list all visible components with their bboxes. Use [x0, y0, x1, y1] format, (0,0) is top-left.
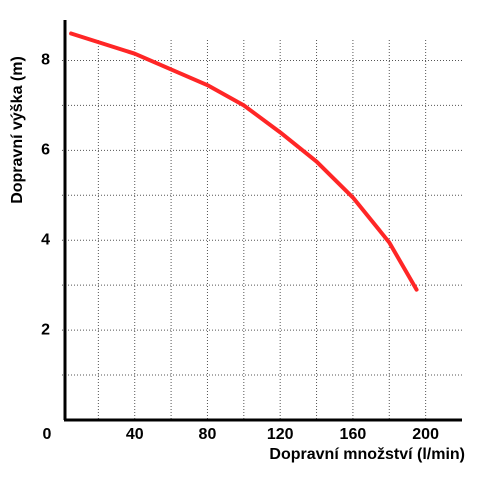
- x-tick-label: 0: [43, 426, 52, 443]
- x-axis-label: Dopravní množství (l/min): [269, 446, 465, 463]
- y-axis-label: Dopravní výška (m): [9, 56, 26, 204]
- y-tick-label: 8: [41, 52, 50, 69]
- x-tick-label: 160: [340, 426, 367, 443]
- x-tick-label: 80: [199, 426, 217, 443]
- y-tick-label: 6: [41, 142, 50, 159]
- x-tick-label: 40: [126, 426, 144, 443]
- y-tick-label: 4: [41, 231, 50, 248]
- curve: [69, 31, 419, 292]
- y-tick-label: 2: [41, 321, 50, 338]
- x-tick-label: 120: [267, 426, 294, 443]
- x-tick-label: 200: [412, 426, 439, 443]
